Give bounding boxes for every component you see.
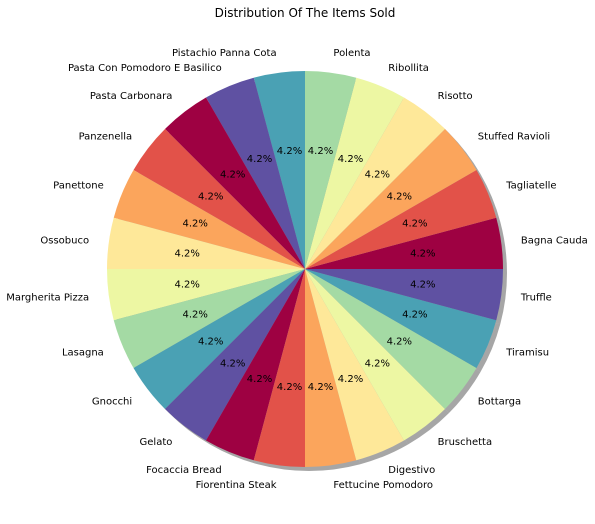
pie-slice-bagna-cauda	[305, 217, 503, 269]
slice-percent-ribollita: 4.2%	[338, 154, 363, 165]
slice-percent-margherita-pizza: 4.2%	[174, 280, 199, 291]
slice-label-pasta-con-pomodoro-e-basilico: Pasta Con Pomodoro E Basilico	[68, 63, 222, 74]
slice-label-panettone: Panettone	[53, 181, 104, 192]
slice-label-ribollita: Ribollita	[388, 63, 429, 74]
slice-label-tiramisu: Tiramisu	[505, 347, 549, 358]
pie-slice-gnocchi	[133, 269, 305, 410]
pie-slice-gelato	[164, 269, 305, 441]
pie-slice-panettone	[113, 170, 305, 269]
pie-slice-pasta-con-pomodoro-e-basilico	[206, 77, 305, 269]
slice-percent-digestivo: 4.2%	[338, 374, 363, 385]
slice-percent-fettucine-pomodoro: 4.2%	[308, 382, 333, 393]
slice-label-gelato: Gelato	[140, 437, 173, 448]
slice-label-pasta-carbonara: Pasta Carbonara	[90, 91, 173, 102]
pie-slice-lasagna	[113, 269, 305, 368]
slice-label-bruschetta: Bruschetta	[438, 437, 492, 448]
slice-label-panzenella: Panzenella	[79, 131, 133, 142]
pie-slice-ribollita	[305, 77, 404, 269]
slice-label-focaccia-bread: Focaccia Bread	[146, 465, 222, 476]
slice-percent-risotto: 4.2%	[365, 170, 390, 181]
slice-label-fettucine-pomodoro: Fettucine Pomodoro	[333, 480, 433, 491]
pie-slice-pasta-carbonara	[164, 97, 305, 269]
slice-label-fiorentina-steak: Fiorentina Steak	[196, 480, 277, 491]
pie-slice-truffle	[305, 269, 503, 321]
pie-slice-ossobuco	[107, 217, 305, 269]
slice-percent-polenta: 4.2%	[308, 146, 333, 157]
slice-percent-panzenella: 4.2%	[198, 192, 223, 203]
slice-percent-lasagna: 4.2%	[182, 310, 207, 321]
pie-slice-digestivo	[305, 269, 404, 461]
pie-slice-tagliatelle	[305, 170, 497, 269]
slice-percent-ossobuco: 4.2%	[174, 249, 199, 260]
pie-slice-polenta	[305, 71, 357, 269]
slice-percent-pistachio-panna-cota: 4.2%	[277, 146, 302, 157]
slice-percent-focaccia-bread: 4.2%	[247, 374, 272, 385]
slice-label-tagliatelle: Tagliatelle	[505, 181, 556, 192]
pie-slice-fettucine-pomodoro	[305, 269, 357, 467]
pie-slice-panzenella	[133, 128, 305, 269]
slice-percent-bagna-cauda: 4.2%	[410, 249, 435, 260]
slice-percent-pasta-con-pomodoro-e-basilico: 4.2%	[247, 154, 272, 165]
slice-percent-panettone: 4.2%	[182, 219, 207, 230]
pie-slice-tiramisu	[305, 269, 497, 368]
slice-percent-pasta-carbonara: 4.2%	[220, 170, 245, 181]
slice-label-stuffed-ravioli: Stuffed Ravioli	[478, 131, 550, 142]
pie-slices	[107, 71, 503, 467]
slice-label-lasagna: Lasagna	[62, 347, 104, 358]
slice-percent-stuffed-ravioli: 4.2%	[387, 192, 412, 203]
pie-slice-margherita-pizza	[107, 269, 305, 321]
slice-percent-bottarga: 4.2%	[387, 336, 412, 347]
slice-label-ossobuco: Ossobuco	[40, 236, 89, 247]
pie-slice-stuffed-ravioli	[305, 128, 477, 269]
pie-slice-bottarga	[305, 269, 477, 410]
slice-percent-tagliatelle: 4.2%	[402, 219, 427, 230]
pie-slice-focaccia-bread	[206, 269, 305, 461]
slice-label-risotto: Risotto	[438, 91, 473, 102]
slice-label-polenta: Polenta	[333, 48, 370, 59]
slice-percent-fiorentina-steak: 4.2%	[277, 382, 302, 393]
slice-percent-bruschetta: 4.2%	[365, 358, 390, 369]
chart-title: Distribution Of The Items Sold	[215, 6, 396, 20]
slice-label-truffle: Truffle	[520, 292, 552, 303]
slice-label-margherita-pizza: Margherita Pizza	[6, 292, 89, 303]
slice-percent-gnocchi: 4.2%	[198, 336, 223, 347]
slice-percent-gelato: 4.2%	[220, 358, 245, 369]
pie-slice-pistachio-panna-cota	[253, 71, 305, 269]
slice-label-bagna-cauda: Bagna Cauda	[521, 236, 588, 247]
pie-labels: Pistachio Panna Cota 4.2% Pasta Con Pomodo…	[6, 48, 588, 491]
pie-slice-fiorentina-steak	[253, 269, 305, 467]
slice-label-bottarga: Bottarga	[478, 397, 521, 408]
slice-percent-truffle: 4.2%	[410, 280, 435, 291]
pie-slice-bruschetta	[305, 269, 446, 441]
slice-label-pistachio-panna-cota: Pistachio Panna Cota	[172, 48, 277, 59]
slice-percent-tiramisu: 4.2%	[402, 310, 427, 321]
pie-slice-risotto	[305, 97, 446, 269]
slice-label-digestivo: Digestivo	[388, 465, 435, 476]
slice-label-gnocchi: Gnocchi	[92, 397, 132, 408]
